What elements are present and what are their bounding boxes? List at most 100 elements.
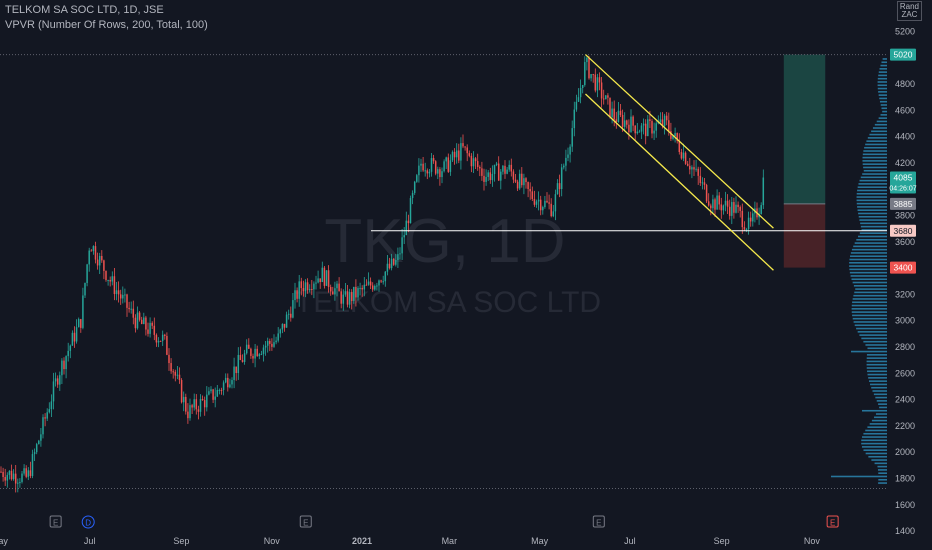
candle-body [466,147,468,154]
candle-body [451,151,454,161]
candle-body [31,454,34,476]
candle-body [762,177,765,206]
candle-body [115,290,118,295]
volume-bar [857,206,887,208]
candle-body [96,259,99,266]
candle-body [455,150,458,158]
candle-body [634,125,636,134]
candle-body [52,381,55,402]
candle-body [287,313,290,315]
y-tick-label: 4800 [895,79,915,89]
candle-body [500,171,502,181]
price-label-bg [890,224,916,237]
candle-body [348,292,351,305]
candle-body [716,195,718,210]
candle-body [119,294,122,299]
candle-body [197,409,200,412]
candle-body [59,375,61,385]
earnings-marker[interactable]: E [49,515,62,528]
y-tick-label: 4200 [895,158,915,168]
candle-body [361,287,363,290]
candle-body [722,205,725,211]
candle-body [94,246,97,260]
channel-lower-line [585,93,774,271]
candle-body [239,354,242,360]
candle-body [529,188,531,192]
candle-body [460,143,462,161]
candle-body [468,153,471,156]
candle-body [187,411,189,419]
candle-body [117,290,120,295]
candle-body [668,120,670,132]
y-tick-label: 2800 [895,342,915,352]
volume-bar [878,478,887,481]
candle-body [434,161,437,174]
price-label-bg [890,261,916,274]
candle-body [537,199,540,202]
earnings-marker[interactable]: E [592,515,605,528]
earnings-marker[interactable]: E [299,515,312,528]
target-zone [783,54,826,204]
candle-body [153,325,156,335]
volume-bar [861,439,887,442]
candle-body [495,163,498,165]
volume-bar [877,77,887,80]
candle-body [277,333,279,341]
volume-bar [879,100,887,103]
currency-badge[interactable]: Rand ZAC [896,1,922,21]
candle-body [554,194,557,212]
candle-body [399,253,401,255]
y-tick-label: 3600 [895,237,915,247]
candle-body [628,124,630,133]
candle-body [403,235,405,238]
candle-body [710,205,712,209]
candle-body [243,353,246,362]
candle-body [407,220,410,224]
dividend-marker[interactable]: D [81,515,95,529]
candle-body [592,74,594,76]
candle-body [575,101,578,110]
channel-upper-line [585,54,774,229]
candle-body [737,204,739,208]
candle-body [264,345,267,348]
candle-body [323,267,326,286]
candle-body [682,152,685,159]
volume-bar [865,143,887,146]
candle-body [329,286,332,292]
candle-body [506,169,508,174]
candle-body [636,131,639,134]
candle-body [752,213,754,222]
volume-bar [853,245,887,248]
candle-body [353,286,355,301]
earnings-marker[interactable]: E [826,515,839,528]
candle-body [218,389,221,391]
candle-body [342,294,345,304]
candle-body [338,283,340,292]
volume-bar [850,275,887,277]
candle-body [178,374,181,381]
candle-body [487,172,489,177]
x-tick-label: 2021 [352,536,372,546]
candle-body [147,329,149,334]
volume-bar [858,212,887,215]
candle-body [441,171,443,178]
candle-body [212,389,214,400]
candle-body [258,354,261,357]
volume-bar [856,327,887,330]
candle-body [109,279,111,282]
candle-body [539,199,542,211]
price-label-bg [890,171,916,194]
candle-body [214,396,216,400]
candle-body [245,344,248,354]
candle-body [611,108,613,117]
candle-body [382,281,384,283]
candle-body [69,345,72,351]
volume-bar [877,81,887,83]
candle-body [579,88,582,98]
candle-body [472,158,475,167]
candle-body [512,171,515,180]
candle-body [691,167,693,170]
candle-body [621,114,624,127]
candle-body [596,77,599,91]
